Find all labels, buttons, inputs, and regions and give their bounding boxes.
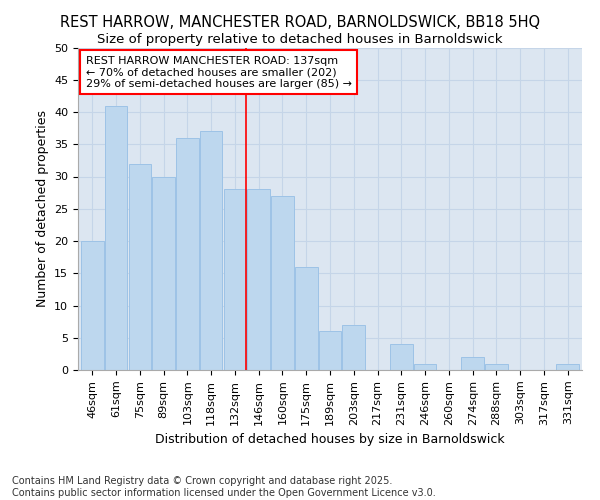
X-axis label: Distribution of detached houses by size in Barnoldswick: Distribution of detached houses by size … (155, 433, 505, 446)
Text: REST HARROW, MANCHESTER ROAD, BARNOLDSWICK, BB18 5HQ: REST HARROW, MANCHESTER ROAD, BARNOLDSWI… (60, 15, 540, 30)
Bar (152, 176, 175, 370)
Bar (176, 138, 199, 370)
Bar (319, 332, 341, 370)
Bar (390, 344, 413, 370)
Bar (271, 196, 294, 370)
Bar (81, 241, 104, 370)
Text: REST HARROW MANCHESTER ROAD: 137sqm
← 70% of detached houses are smaller (202)
2: REST HARROW MANCHESTER ROAD: 137sqm ← 70… (86, 56, 352, 89)
Bar (224, 190, 246, 370)
Y-axis label: Number of detached properties: Number of detached properties (35, 110, 49, 307)
Bar (200, 132, 223, 370)
Text: Size of property relative to detached houses in Barnoldswick: Size of property relative to detached ho… (97, 32, 503, 46)
Bar (128, 164, 151, 370)
Bar (556, 364, 579, 370)
Bar (105, 106, 127, 370)
Bar (414, 364, 436, 370)
Text: Contains HM Land Registry data © Crown copyright and database right 2025.
Contai: Contains HM Land Registry data © Crown c… (12, 476, 436, 498)
Bar (247, 190, 270, 370)
Bar (485, 364, 508, 370)
Bar (461, 357, 484, 370)
Bar (295, 267, 317, 370)
Bar (343, 325, 365, 370)
